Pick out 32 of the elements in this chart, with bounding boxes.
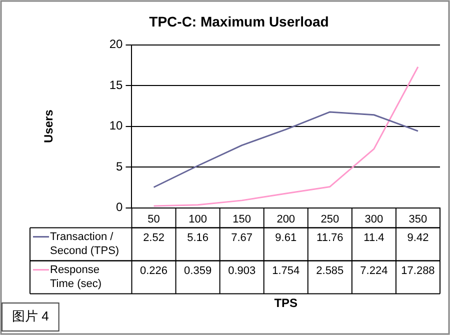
y-axis-title: Users (42, 109, 56, 143)
data-label: 11.4 (364, 232, 384, 244)
x-tick-label: 250 (320, 213, 340, 226)
data-label: 7.67 (231, 232, 253, 244)
chart-title: TPC-C: Maximum Userload (149, 13, 329, 30)
y-tick-label: 15 (109, 78, 124, 92)
x-tick-label: 150 (232, 213, 252, 226)
text: TPS (274, 296, 298, 310)
data-label: 0.359 (184, 264, 212, 277)
x-tick-label: 200 (276, 213, 296, 226)
data-label: 0.903 (228, 264, 256, 277)
y-tick-label: 20 (109, 37, 124, 52)
data-label: 2.585 (316, 264, 344, 277)
x-tick-label: 100 (188, 213, 207, 226)
legend-label: Response Time (sec) (50, 264, 102, 290)
data-label: 0.226 (140, 264, 168, 277)
y-tick-label: 5 (116, 159, 124, 174)
data-label: 1.754 (272, 264, 300, 277)
text: 图片 4 (12, 308, 49, 324)
data-label: 2.52 (143, 232, 164, 244)
data-label: 5.16 (187, 232, 209, 244)
x-tick-label: 50 (148, 213, 160, 226)
x-tick-label: 350 (408, 213, 428, 226)
y-tick-label: 10 (109, 118, 124, 133)
data-label: 7.224 (360, 264, 388, 277)
legend-label: Transaction / Second (TPS) (50, 230, 120, 257)
data-label: 11.76 (316, 232, 344, 244)
data-label: 17.288 (401, 264, 435, 277)
x-tick-label: 300 (364, 213, 384, 226)
data-label: 9.42 (407, 232, 429, 244)
y-tick-label: 0 (116, 200, 124, 214)
data-label: 9.61 (275, 232, 297, 244)
